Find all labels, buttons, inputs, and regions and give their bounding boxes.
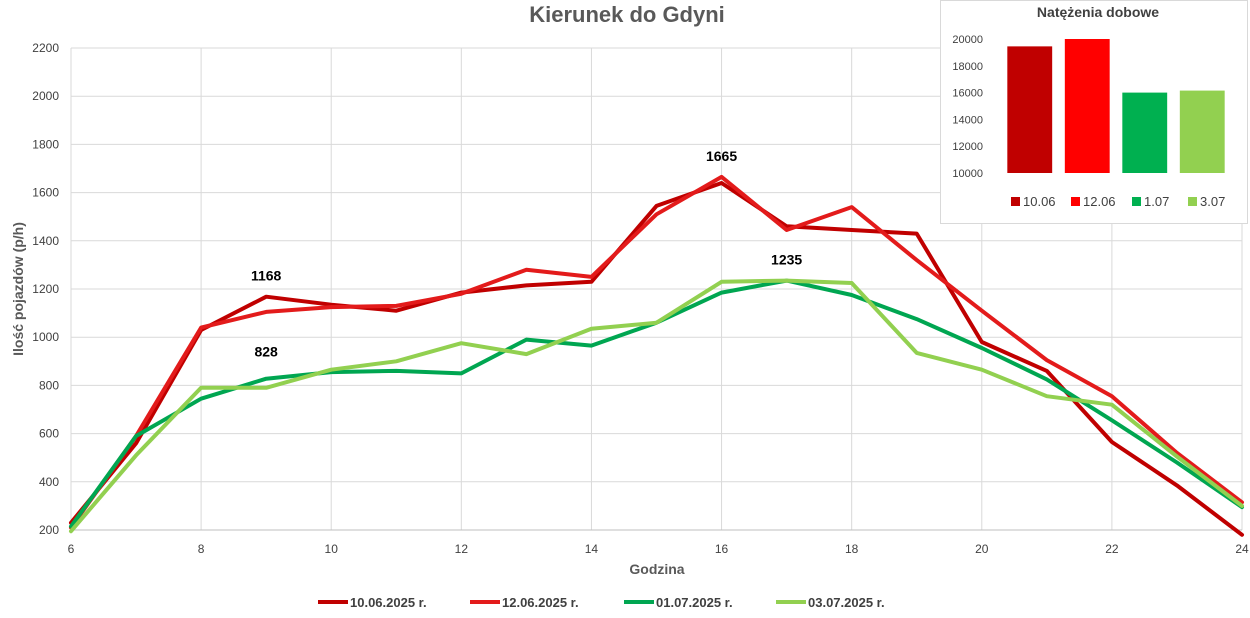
y-tick-label: 600 (39, 427, 59, 441)
inset-legend-swatch (1071, 197, 1080, 206)
data-label: 1168 (251, 268, 282, 284)
x-tick-label: 20 (975, 542, 989, 556)
inset-bar (1007, 46, 1053, 174)
data-labels: 1168 828 1665 1235 (251, 148, 802, 360)
inset-legend-label: 3.07 (1200, 194, 1225, 209)
y-tick-label: 400 (39, 475, 59, 489)
inset-legend-label: 12.06 (1083, 194, 1116, 209)
y-tick-label: 1600 (32, 186, 59, 200)
bar-chart: Natężenia dobowe 10000 12000 14000 16000 180… (952, 4, 1225, 209)
inset-legend-swatch (1011, 197, 1020, 206)
inset-y-tick-label: 12000 (952, 141, 983, 153)
inset-y-tick-label: 16000 (952, 88, 983, 100)
data-label: 1235 (771, 252, 802, 268)
x-tick-label: 24 (1235, 542, 1249, 556)
x-tick-label: 16 (715, 542, 729, 556)
y-tick-label: 1400 (32, 234, 59, 248)
inset-legend: 10.06 12.06 1.07 3.07 (1011, 194, 1225, 209)
inset-bars (1007, 39, 1225, 174)
y-tick-label: 200 (39, 523, 59, 537)
inset-legend-swatch (1132, 197, 1141, 206)
series-line-1 (69, 181, 1244, 537)
y-axis-label: Ilość pojazdów (p/h) (10, 222, 26, 356)
inset-legend-label: 1.07 (1144, 194, 1169, 209)
legend-label: 01.07.2025 r. (656, 595, 733, 610)
x-tick-label: 10 (325, 542, 339, 556)
y-tick-label: 2000 (32, 89, 59, 103)
x-axis-label: Godzina (629, 561, 684, 577)
x-tick-label: 22 (1105, 542, 1119, 556)
inset-legend-swatch (1188, 197, 1197, 206)
legend-label: 10.06.2025 r. (350, 595, 427, 610)
x-tick-label: 12 (455, 542, 469, 556)
inset-y-tick-labels: 10000 12000 14000 16000 18000 20000 (952, 34, 983, 180)
y-tick-labels: 200 400 600 800 1000 1200 1400 1600 1800 2000 2200 (32, 41, 59, 537)
legend-label: 12.06.2025 r. (502, 595, 579, 610)
y-tick-label: 2200 (32, 41, 59, 55)
y-tick-label: 1800 (32, 137, 59, 151)
series-lines (69, 174, 1244, 537)
legend-label: 03.07.2025 r. (808, 595, 885, 610)
inset-y-tick-label: 10000 (952, 168, 983, 180)
y-tick-label: 1000 (32, 330, 59, 344)
x-tick-labels: 6 8 10 12 14 16 18 20 22 24 (68, 542, 1249, 556)
x-tick-label: 8 (198, 542, 205, 556)
x-tick-label: 18 (845, 542, 859, 556)
series-line-4 (69, 278, 1244, 534)
data-label: 828 (254, 344, 278, 360)
inset-y-tick-label: 20000 (952, 34, 983, 46)
inset-chart: Natężenia dobowe 10000 12000 14000 16000 180… (940, 0, 1248, 224)
x-tick-label: 14 (585, 542, 599, 556)
inset-y-tick-label: 14000 (952, 114, 983, 126)
inset-bar (1179, 90, 1225, 173)
chart-title: Kierunek do Gdyni (529, 2, 725, 27)
x-tick-label: 6 (68, 542, 75, 556)
inset-legend-label: 10.06 (1023, 194, 1056, 209)
y-tick-label: 1200 (32, 282, 59, 296)
inset-bar (1064, 39, 1110, 173)
inset-chart-title: Natężenia dobowe (1037, 4, 1159, 20)
series-line-2 (69, 174, 1244, 530)
legend: 10.06.2025 r. 12.06.2025 r. 01.07.2025 r. 0… (318, 595, 885, 610)
y-tick-label: 800 (39, 378, 59, 392)
inset-y-tick-label: 18000 (952, 61, 983, 73)
data-label: 1665 (706, 148, 737, 164)
inset-bar (1122, 92, 1168, 173)
